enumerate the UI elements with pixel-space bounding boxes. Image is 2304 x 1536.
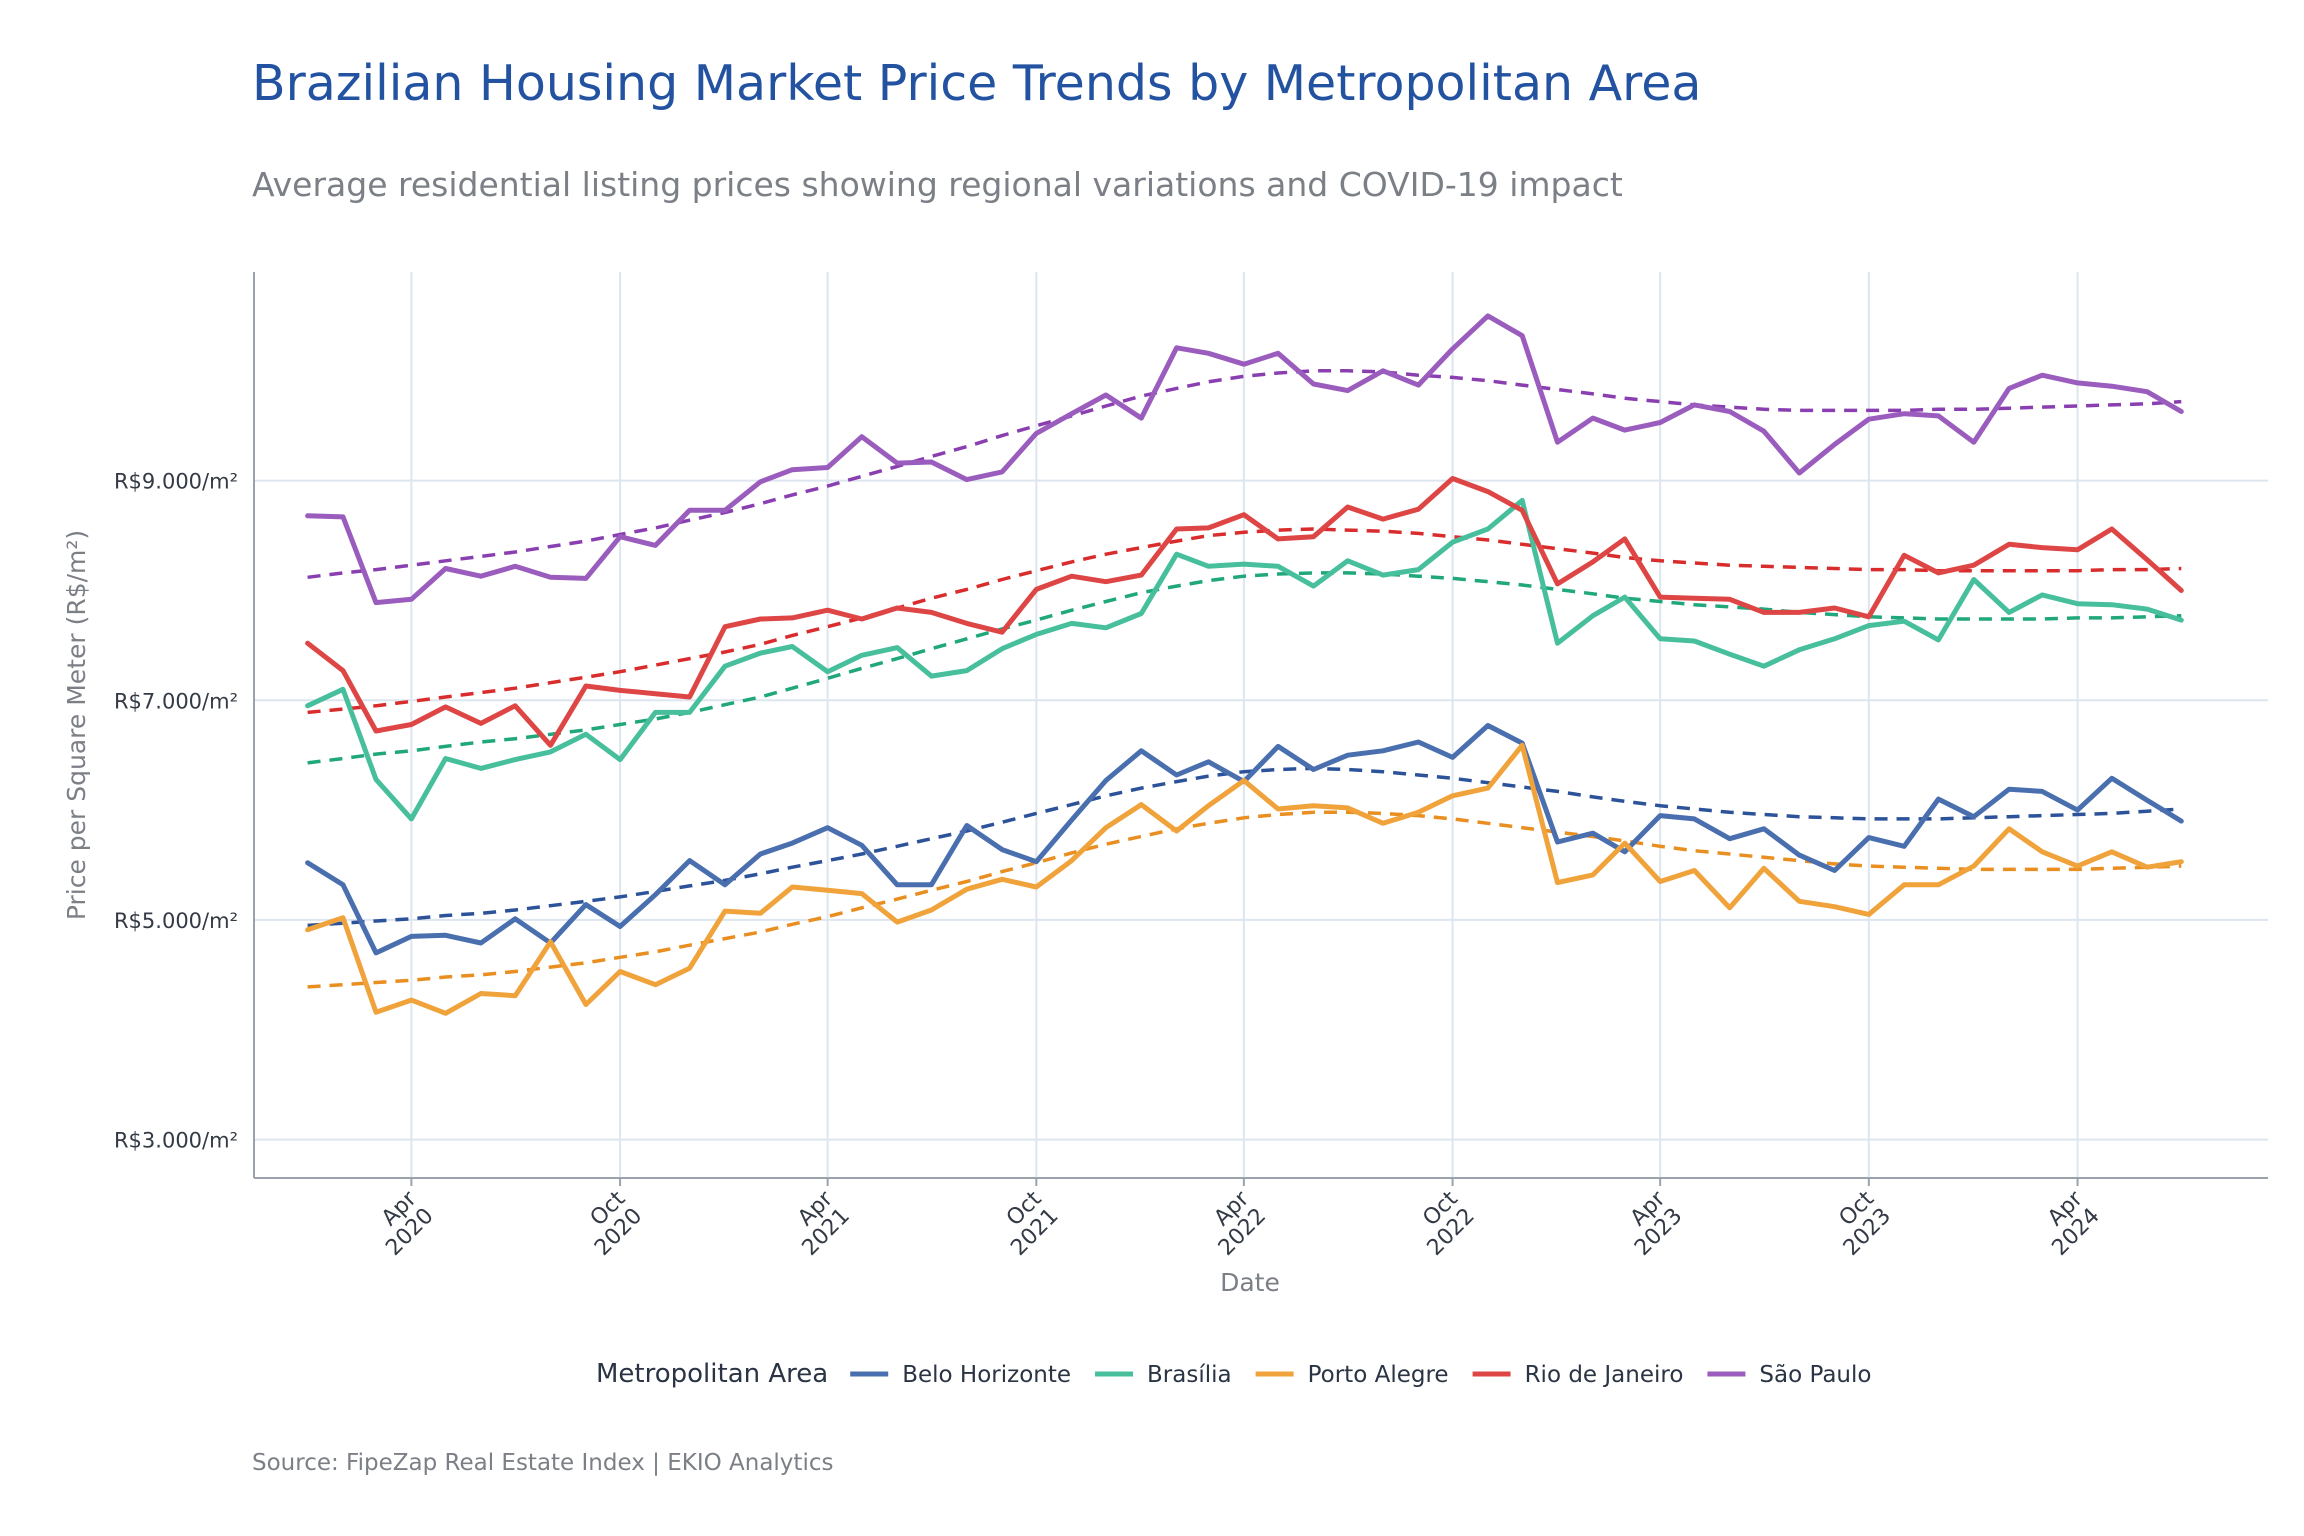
chart-subtitle: Average residential listing prices showi… xyxy=(252,165,1623,204)
y-axis-ticks: R$3.000/m² R$5.000/m² R$7.000/m² R$9.000/m² xyxy=(114,470,238,1153)
legend-items: Belo Horizonte Brasília Porto Alegre Rio de… xyxy=(850,1362,1871,1388)
series-line-sao-paulo xyxy=(305,313,2184,606)
chart-title: Brazilian Housing Market Price Trends by… xyxy=(252,55,1701,112)
y-tick-label: R$7.000/m² xyxy=(114,689,238,713)
series-line-brasilia xyxy=(305,497,2184,822)
series-lines xyxy=(305,313,2184,1016)
y-tick-label: R$9.000/m² xyxy=(114,470,238,494)
y-axis-title: Price per Square Meter (R$/m²) xyxy=(62,530,91,920)
trend-line-belo-horizonte xyxy=(307,766,2182,928)
legend: Metropolitan Area Belo Horizonte Brasília… xyxy=(596,1359,1871,1389)
trend-line-rio-de-janeiro xyxy=(307,527,2182,715)
chart-caption: Source: FipeZap Real Estate Index | EKIO… xyxy=(252,1450,833,1476)
legend-label-sao-paulo: São Paulo xyxy=(1759,1362,1871,1388)
legend-label-brasilia: Brasília xyxy=(1147,1362,1232,1388)
trend-line-brasilia xyxy=(307,571,2182,765)
x-axis-title: Date xyxy=(1220,1268,1280,1297)
legend-label-rio-de-janeiro: Rio de Janeiro xyxy=(1525,1362,1684,1388)
y-tick-label: R$3.000/m² xyxy=(114,1129,238,1153)
trend-line-porto-alegre xyxy=(307,810,2182,989)
legend-label-porto-alegre: Porto Alegre xyxy=(1308,1362,1449,1388)
legend-label-belo-horizonte: Belo Horizonte xyxy=(902,1362,1071,1388)
y-tick-label: R$5.000/m² xyxy=(114,909,238,933)
series-line-rio-de-janeiro xyxy=(305,476,2184,748)
legend-title: Metropolitan Area xyxy=(596,1359,828,1389)
axes xyxy=(253,272,2268,1186)
series-line-porto-alegre xyxy=(305,742,2184,1016)
